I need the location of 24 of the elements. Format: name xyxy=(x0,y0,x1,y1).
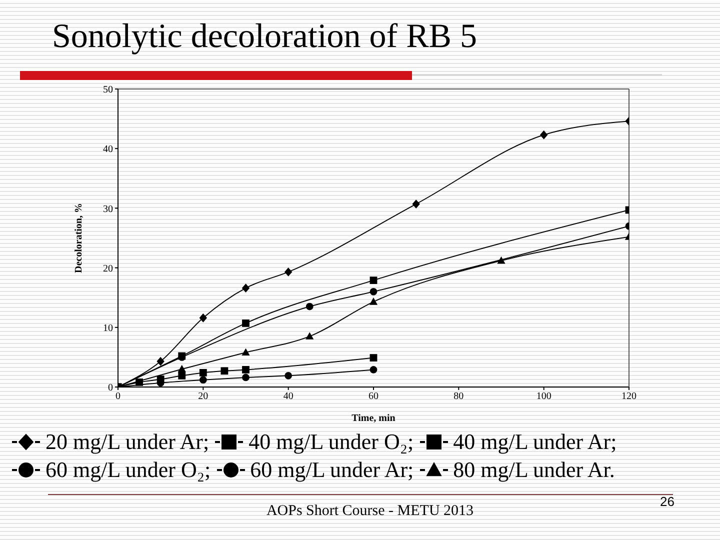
x-tick-label: 80 xyxy=(454,391,464,402)
legend-label: 60 mg/L under Ar; xyxy=(250,457,414,482)
x-tick-label: 120 xyxy=(622,391,636,402)
legend-label: 40 mg/L under O₂; xyxy=(248,429,414,454)
y-tick-label: 0 xyxy=(108,382,113,394)
legend-label: 80 mg/L under Ar. xyxy=(453,457,615,482)
legend-label: 40 mg/L under Ar; xyxy=(453,429,617,454)
x-tick-label: 60 xyxy=(368,391,378,402)
y-axis-title: Decoloration, % xyxy=(74,203,85,273)
text: AOPs Short Course - METU 2013 xyxy=(266,503,474,519)
x-tick-label: 40 xyxy=(283,391,294,402)
legend-label: 60 mg/L under O₂; xyxy=(46,457,211,482)
text: 26 xyxy=(660,494,674,509)
x-axis-title: Time, min xyxy=(352,413,396,424)
legend-label: 20 mg/L under Ar; xyxy=(46,429,210,454)
y-tick-label: 10 xyxy=(103,322,113,334)
y-tick-label: 30 xyxy=(103,204,113,215)
x-tick-label: 20 xyxy=(198,391,208,402)
y-tick-label: 20 xyxy=(103,263,113,274)
chart-title: Sonolytic decoloration of RB 5 xyxy=(52,18,477,56)
y-tick-label: 50 xyxy=(103,84,113,96)
y-tick-label: 40 xyxy=(103,144,113,156)
x-tick-label: 100 xyxy=(536,391,552,402)
x-tick-label: 0 xyxy=(116,391,120,402)
